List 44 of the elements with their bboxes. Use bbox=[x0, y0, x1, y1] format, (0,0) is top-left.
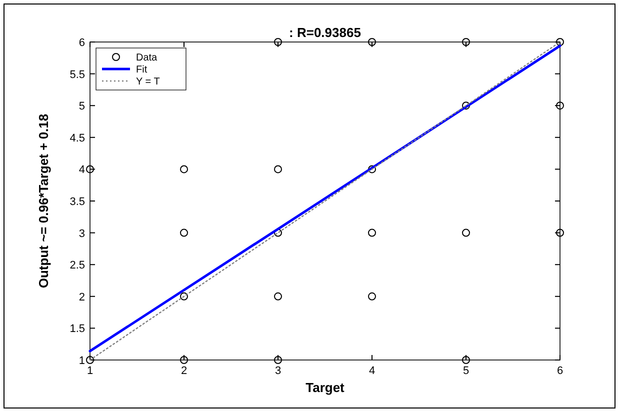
x-tick-label: 2 bbox=[180, 365, 188, 377]
point bbox=[368, 292, 376, 300]
point bbox=[180, 292, 188, 300]
y-tick-label: 2.5 bbox=[70, 260, 85, 272]
point bbox=[274, 356, 282, 364]
y-tick-label: 5.5 bbox=[70, 68, 85, 81]
x-tick-label: 5 bbox=[462, 365, 470, 377]
y-axis-title: Output ~= 0.96*Target + 0.18 bbox=[36, 114, 51, 288]
legend-label: Fit bbox=[136, 64, 148, 76]
legend-label: Data bbox=[136, 52, 158, 64]
chart-title: : R=0.93865 bbox=[289, 25, 361, 40]
y-tick-label: 3 bbox=[78, 228, 85, 240]
point bbox=[180, 228, 188, 237]
y-tick-label: 5 bbox=[78, 100, 85, 113]
point bbox=[462, 228, 470, 237]
point bbox=[368, 165, 376, 174]
point bbox=[86, 356, 94, 364]
point bbox=[368, 38, 376, 46]
x-tick-label: 1 bbox=[86, 365, 94, 377]
x-tick-label: 4 bbox=[368, 365, 376, 377]
point bbox=[556, 38, 564, 46]
legend-label: Y = T bbox=[136, 76, 160, 88]
point bbox=[274, 165, 282, 174]
y-tick-label: 1 bbox=[78, 355, 85, 367]
point bbox=[462, 102, 470, 110]
point bbox=[462, 356, 470, 364]
point bbox=[556, 228, 564, 237]
x-tick-label: 6 bbox=[556, 365, 564, 377]
y-tick-label: 1.5 bbox=[70, 323, 85, 336]
point bbox=[274, 292, 282, 300]
y-tick-label: 3.5 bbox=[70, 196, 85, 208]
point bbox=[180, 165, 188, 174]
y-tick-label: 2 bbox=[78, 291, 85, 304]
point bbox=[368, 228, 376, 237]
point bbox=[556, 102, 564, 110]
point bbox=[274, 38, 282, 46]
y-tick-label: 4.5 bbox=[70, 132, 85, 144]
x-axis-title: Target bbox=[306, 380, 346, 395]
x-tick-label: 3 bbox=[274, 365, 282, 377]
point bbox=[180, 356, 188, 364]
y-tick-label: 4 bbox=[78, 164, 85, 176]
point bbox=[86, 165, 94, 174]
point bbox=[462, 38, 470, 46]
y-tick-label: 6 bbox=[78, 37, 85, 49]
